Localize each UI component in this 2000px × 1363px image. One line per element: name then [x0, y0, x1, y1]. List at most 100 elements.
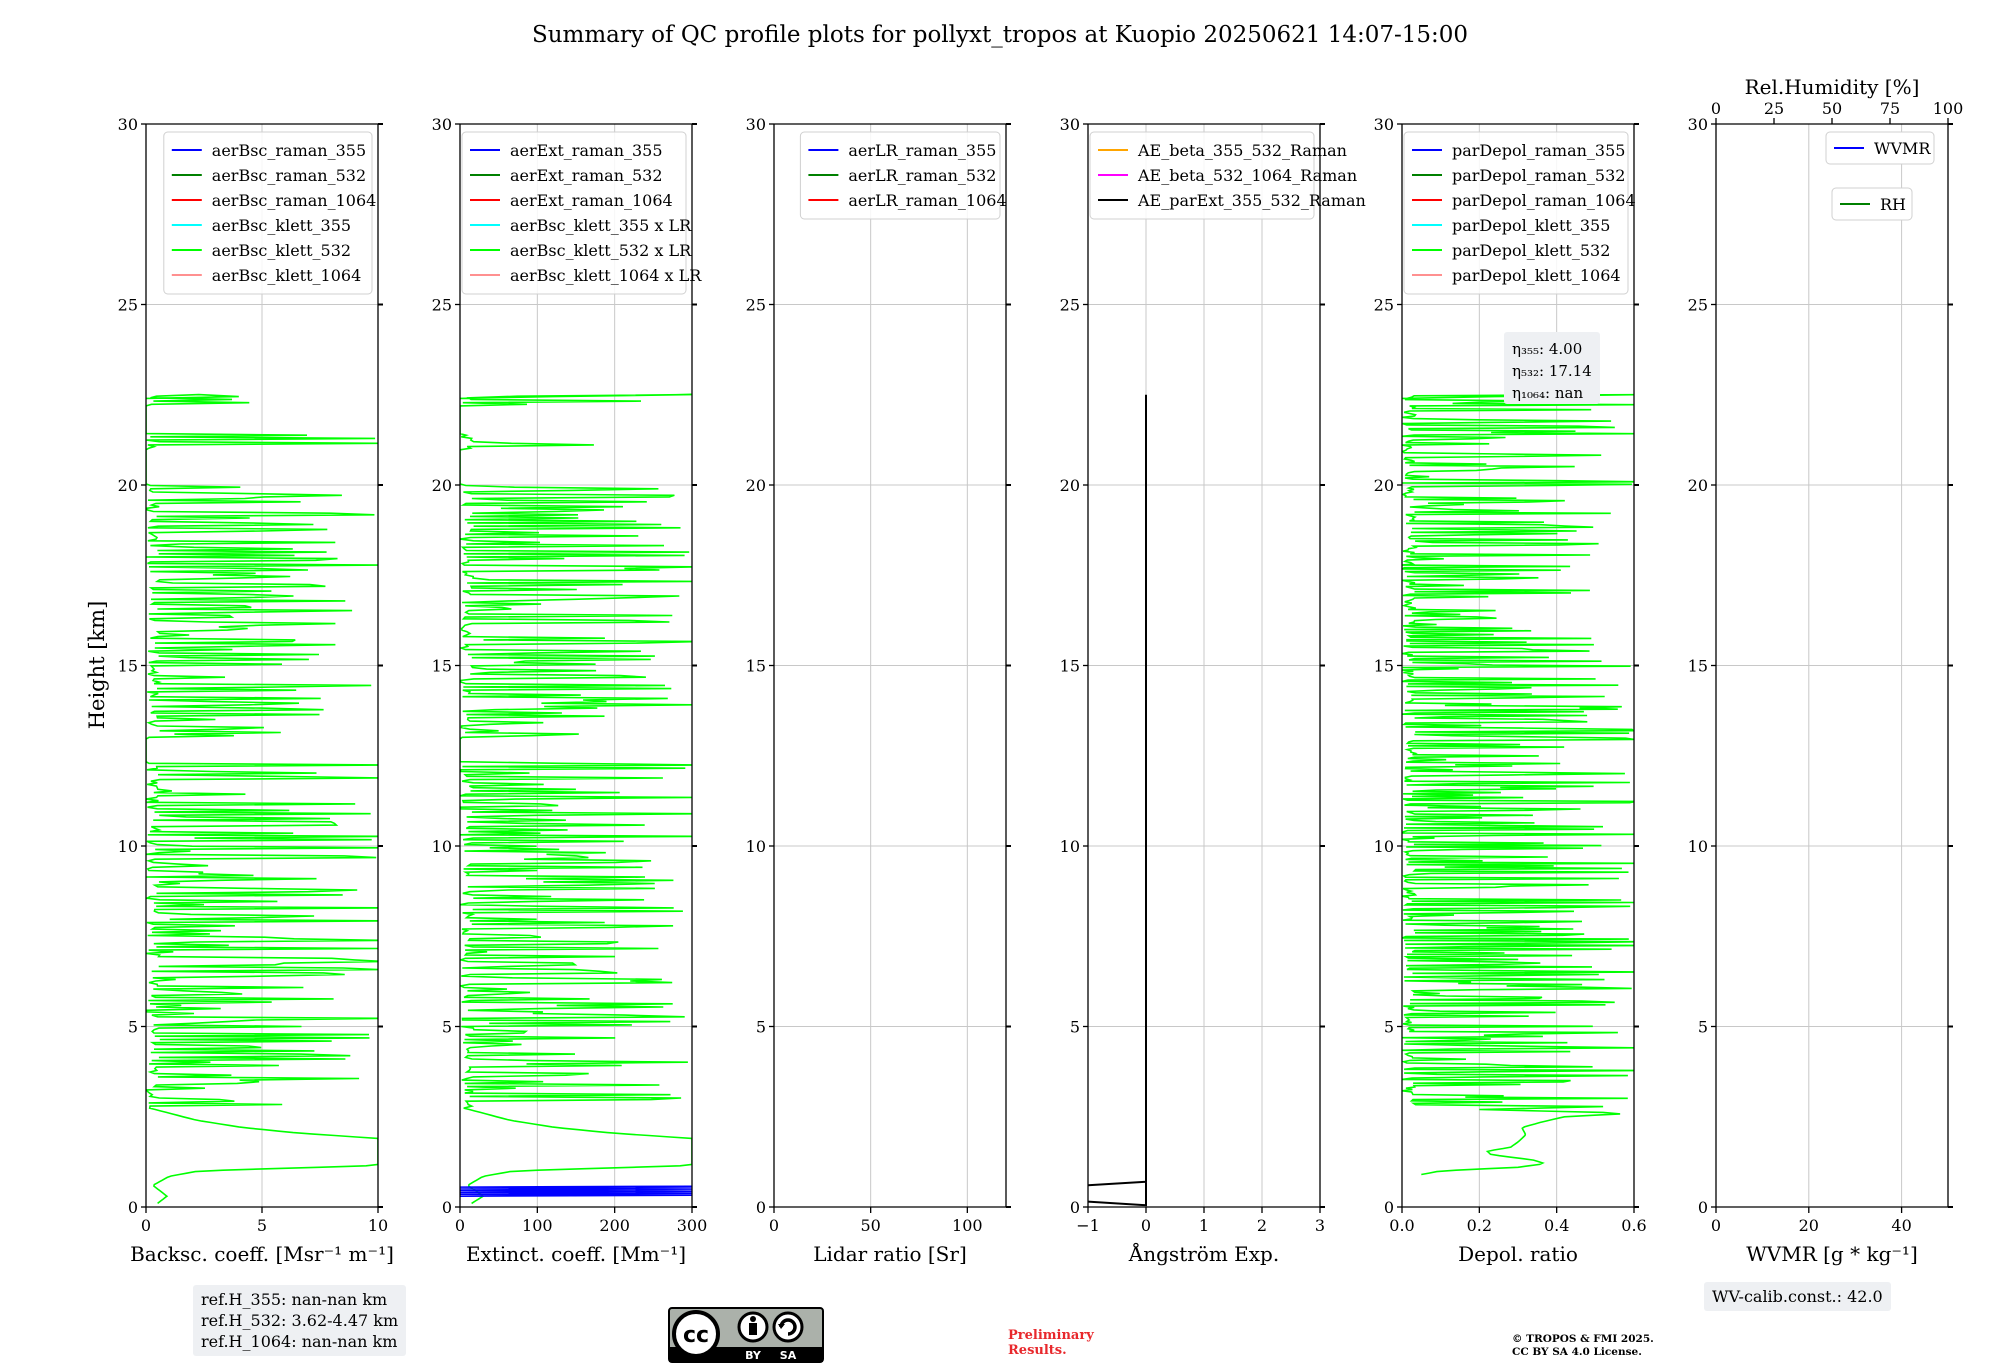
eta-annotation-line: η₅₃₂: 17.14: [1512, 362, 1592, 380]
x-tick-label: −1: [1076, 1216, 1100, 1235]
y-tick-label: 0: [1384, 1198, 1394, 1217]
x-tick-label: 0: [1711, 1216, 1721, 1235]
legend-label: parDepol_klett_1064: [1452, 266, 1621, 285]
copyright-line-2: CC BY SA 4.0 License.: [1512, 1346, 1642, 1358]
y-tick-label: 25: [746, 296, 766, 315]
y-tick-label: 0: [442, 1198, 452, 1217]
preliminary-line-2: Results.: [1008, 1343, 1067, 1358]
legend-label: aerLR_raman_355: [848, 141, 996, 160]
y-tick-label: 20: [746, 476, 766, 495]
x-tick-label: 1: [1199, 1216, 1209, 1235]
legend-label: aerBsc_raman_1064: [212, 191, 377, 210]
y-tick-label: 10: [1374, 837, 1394, 856]
legend-label: aerBsc_klett_355 x LR: [510, 216, 692, 235]
series-group: [146, 393, 378, 1205]
y-tick-label: 30: [118, 115, 138, 134]
y-tick-label: 0: [756, 1198, 766, 1217]
top-x-tick-label: 75: [1880, 99, 1900, 118]
refh-1064: ref.H_1064: nan-nan km: [201, 1332, 398, 1351]
wv-calib-text: WV-calib.const.: 42.0: [1712, 1287, 1883, 1306]
x-tick-label: 0.2: [1467, 1216, 1492, 1235]
legend-box: [461, 131, 687, 295]
svg-text:cc: cc: [683, 1323, 709, 1348]
y-tick-label: 10: [118, 837, 138, 856]
x-tick-label: 20: [1799, 1216, 1819, 1235]
y-tick-label: 15: [118, 657, 138, 676]
y-tick-label: 15: [1374, 657, 1394, 676]
series-aerBsc_klett_532: [146, 393, 378, 1205]
y-tick-label: 0: [1070, 1198, 1080, 1217]
y-tick-label: 5: [128, 1018, 138, 1037]
y-tick-label: 0: [1698, 1198, 1708, 1217]
series-parDepol_klett_532: [1402, 393, 1634, 1176]
x-tick-label: 0.6: [1621, 1216, 1646, 1235]
y-tick-label: 20: [1688, 476, 1708, 495]
legend-label: parDepol_raman_532: [1452, 166, 1625, 185]
legend-box: [163, 131, 373, 295]
y-tick-label: 20: [118, 476, 138, 495]
legend-label: AE_beta_355_532_Raman: [1137, 141, 1347, 160]
cc-sa-label: SA: [780, 1349, 797, 1362]
x-axis-label: Lidar ratio [Sr]: [813, 1242, 967, 1266]
y-tick-label: 15: [1688, 657, 1708, 676]
cc-by-label: BY: [745, 1349, 762, 1362]
x-tick-label: 0.4: [1544, 1216, 1569, 1235]
legend-label: aerBsc_klett_532: [212, 241, 351, 260]
legend-label: aerExt_raman_1064: [510, 191, 673, 210]
top-x-tick-label: 25: [1764, 99, 1784, 118]
x-tick-label: 300: [677, 1216, 708, 1235]
series-group: [460, 393, 692, 1205]
refh-355: ref.H_355: nan-nan km: [201, 1290, 388, 1309]
panel-5: 0 5 10 15 20 25 30 0.0 0.2 0.4 0.6 Depol. ratio parD…: [1374, 115, 1647, 1266]
top-x-tick-label: 0: [1711, 99, 1721, 118]
legend-label: parDepol_klett_355: [1452, 216, 1610, 235]
top-x-tick-label: 100: [1933, 99, 1964, 118]
wv-calibration-box: WV-calib.const.: 42.0: [1704, 1282, 1891, 1311]
legend-label: AE_parExt_355_532_Raman: [1137, 191, 1366, 210]
y-tick-label: 30: [432, 115, 452, 134]
x-tick-label: 0: [141, 1216, 151, 1235]
y-tick-label: 0: [128, 1198, 138, 1217]
y-tick-label: 5: [1698, 1018, 1708, 1037]
x-tick-label: 100: [522, 1216, 553, 1235]
refh-532: ref.H_532: 3.62-4.47 km: [201, 1311, 399, 1330]
y-tick-label: 20: [1374, 476, 1394, 495]
preliminary-results-note: Preliminary Results.: [1008, 1328, 1094, 1358]
y-tick-label: 20: [432, 476, 452, 495]
legend-box: [1831, 187, 1913, 221]
eta-annotation-line: η₃₅₅: 4.00: [1512, 340, 1582, 358]
figure-title: Summary of QC profile plots for pollyxt_…: [531, 22, 1469, 48]
legend-label: AE_beta_532_1064_Raman: [1137, 166, 1357, 185]
x-tick-label: 100: [952, 1216, 983, 1235]
copyright-note: © TROPOS & FMI 2025. CC BY SA 4.0 Licens…: [1512, 1333, 1654, 1359]
preliminary-line-1: Preliminary: [1008, 1328, 1094, 1343]
panel-1: 0 5 10 15 20 25 30 0 5 10 Backsc. coeff. [Msr⁻¹ m⁻…: [118, 115, 394, 1266]
legend-label: parDepol_raman_1064: [1452, 191, 1636, 210]
x-tick-label: 2: [1257, 1216, 1267, 1235]
y-tick-label: 25: [432, 296, 452, 315]
legend-label: aerBsc_klett_1064 x LR: [510, 266, 702, 285]
legend-label: parDepol_klett_532: [1452, 241, 1610, 260]
y-tick-label: 15: [432, 657, 452, 676]
cc-by-sa-license-logo: cc BY SA: [668, 1307, 824, 1363]
panel-3: 0 5 10 15 20 25 30 0 50 100 Lidar ratio [Sr] aerLR_…: [746, 115, 1011, 1266]
series-group: [1402, 393, 1634, 1176]
x-tick-label: 0: [769, 1216, 779, 1235]
y-tick-label: 30: [1688, 115, 1708, 134]
y-tick-label: 10: [1688, 837, 1708, 856]
eta-annotation-line: η₁₀₆₄: nan: [1512, 384, 1583, 402]
y-axis-label: Height [km]: [85, 601, 109, 730]
y-tick-label: 5: [756, 1018, 766, 1037]
top-x-axis-label: Rel.Humidity [%]: [1745, 75, 1920, 99]
y-tick-label: 25: [118, 296, 138, 315]
y-tick-label: 10: [432, 837, 452, 856]
top-x-tick-label: 50: [1822, 99, 1842, 118]
y-tick-label: 25: [1374, 296, 1394, 315]
x-axis-label: Depol. ratio: [1458, 1242, 1578, 1266]
y-tick-label: 25: [1688, 296, 1708, 315]
y-tick-label: 15: [746, 657, 766, 676]
legend-box: [1825, 131, 1935, 165]
legend-box: [799, 131, 1001, 220]
